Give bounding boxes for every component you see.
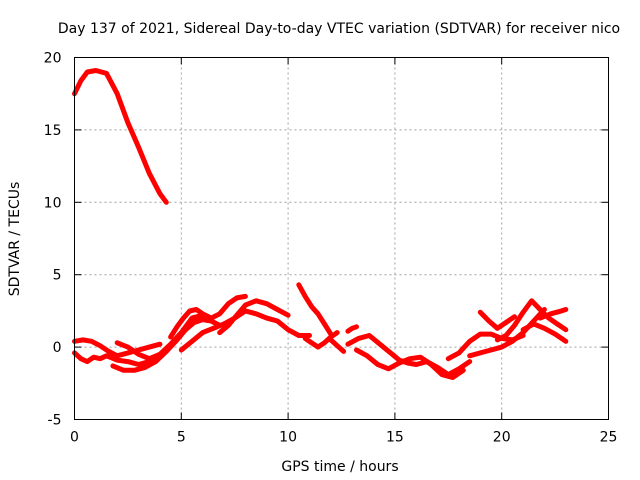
series-track-t xyxy=(537,307,569,321)
plot-frame xyxy=(74,57,609,420)
series-track-j xyxy=(302,330,340,350)
series-track-q xyxy=(477,309,517,331)
y-tick-label: 15 xyxy=(44,123,62,139)
series-track-i xyxy=(296,282,334,337)
chart-title: Day 137 of 2021, Sidereal Day-to-day VTE… xyxy=(58,21,620,37)
series-track-h xyxy=(217,298,291,336)
y-tick-label: 0 xyxy=(53,340,62,356)
data-series xyxy=(72,68,569,380)
series-track-l xyxy=(345,324,359,334)
series-track-o xyxy=(445,331,526,362)
y-tick-label: -5 xyxy=(48,413,62,429)
y-tick-label: 5 xyxy=(53,268,62,284)
series-track-a xyxy=(72,68,169,205)
x-axis-label: GPS time / hours xyxy=(281,459,398,475)
y-axis-label: SDTVAR / TECUs xyxy=(7,182,23,297)
series-track-e xyxy=(114,312,206,362)
x-tick-label: 20 xyxy=(493,430,511,446)
x-tick-label: 15 xyxy=(386,430,404,446)
series-track-n xyxy=(354,347,466,380)
series-track-k xyxy=(328,337,347,354)
grid xyxy=(74,57,609,420)
x-tick-label: 5 xyxy=(177,430,186,446)
series-track-s xyxy=(520,321,569,344)
x-tick-label: 0 xyxy=(70,430,79,446)
series-track-r xyxy=(494,298,569,343)
y-tick-label: 10 xyxy=(44,195,62,211)
x-tick-label: 10 xyxy=(279,430,297,446)
series-track-f xyxy=(168,293,248,340)
axis-ticks: 0 5 10 15 20 25 -5 0 5 10 15 20 xyxy=(44,51,618,446)
x-tick-label: 25 xyxy=(600,430,618,446)
y-tick-label: 20 xyxy=(44,51,62,67)
series-track-b xyxy=(72,350,163,367)
series-track-c xyxy=(72,337,163,359)
series-track-g xyxy=(178,308,312,353)
